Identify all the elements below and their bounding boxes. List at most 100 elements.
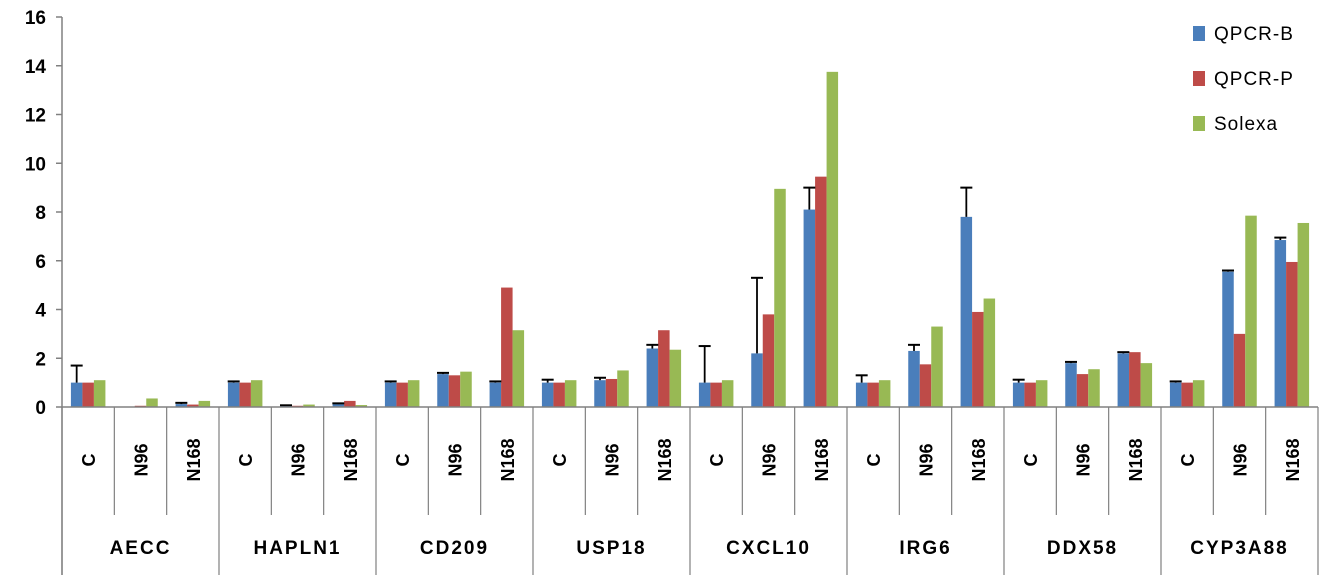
y-tick-label: 16 [25, 8, 46, 29]
bar-qpcr-p-aecc-n168 [187, 404, 199, 407]
bar-solexa-irg6-n168 [983, 298, 996, 407]
legend-label-qpcr-p: QPCR-P [1214, 69, 1294, 90]
y-tick-label: 14 [25, 57, 47, 78]
bar-solexa-cxcl10-c [721, 380, 734, 407]
bar-qpcr-b-ddx58-c [1012, 382, 1025, 407]
x-tick-label-ddx58-n96: N96 [1074, 443, 1094, 476]
x-tick-label-hapln1-n168: N168 [341, 438, 361, 481]
bar-qpcr-p-hapln1-c [239, 382, 251, 407]
x-tick-label-ddx58-c: C [1021, 454, 1041, 467]
legend: QPCR-B QPCR-P Solexa [1193, 24, 1294, 135]
bar-solexa-cd209-n168 [512, 330, 525, 407]
y-tick-label: 6 [35, 252, 46, 273]
bar-solexa-usp18-n168 [669, 349, 682, 407]
x-tick-label-irg6-n168: N168 [969, 438, 989, 481]
bar-qpcr-b-cxcl10-n168 [803, 209, 816, 407]
bar-solexa-usp18-n96 [617, 370, 629, 407]
legend-swatch-qpcr-p [1193, 71, 1205, 86]
bar-qpcr-b-usp18-n168 [646, 348, 659, 407]
bar-solexa-ddx58-n96 [1088, 369, 1100, 407]
y-axis: 0 2 4 6 8 10 12 14 16 [25, 8, 63, 575]
x-tick-label-cxcl10-n96: N96 [760, 443, 780, 476]
bar-qpcr-p-irg6-n96 [919, 364, 932, 407]
bar-solexa-hapln1-n96 [303, 404, 315, 407]
bar-qpcr-b-irg6-c [855, 382, 868, 407]
bar-qpcr-p-cyp3a88-c [1181, 382, 1193, 407]
x-tick-label-cxcl10-n168: N168 [812, 438, 832, 481]
bar-qpcr-p-cxcl10-n96 [762, 314, 775, 407]
bar-solexa-ddx58-n168 [1140, 363, 1153, 407]
bar-qpcr-p-ddx58-n96 [1076, 374, 1089, 407]
error-bars [70, 186, 1287, 407]
y-tick-label: 2 [35, 349, 46, 370]
bar-solexa-aecc-n96 [146, 398, 158, 407]
bar-qpcr-p-usp18-n96 [605, 378, 618, 407]
x-tick-label-aecc-n96: N96 [132, 443, 152, 476]
x-tick-label-ddx58-n168: N168 [1126, 438, 1146, 481]
legend-label-solexa: Solexa [1214, 114, 1278, 135]
bar-solexa-irg6-c [878, 380, 891, 407]
bar-solexa-hapln1-n168 [355, 405, 368, 407]
bar-solexa-cxcl10-n96 [774, 188, 786, 407]
bar-solexa-cyp3a88-n96 [1245, 215, 1257, 407]
bar-qpcr-b-aecc-n168 [175, 404, 188, 407]
bar-qpcr-p-hapln1-n168 [344, 400, 356, 407]
group-label-usp18: USP18 [576, 538, 646, 559]
bar-qpcr-b-ddx58-n168 [1117, 353, 1130, 407]
bar-solexa-usp18-c [564, 380, 577, 407]
bar-qpcr-p-cd209-c [396, 382, 408, 407]
x-tick-label-cyp3a88-n96: N96 [1231, 443, 1251, 476]
bar-qpcr-b-aecc-c [70, 382, 83, 407]
bar-solexa-aecc-n168 [198, 400, 211, 407]
x-tick-label-cyp3a88-c: C [1178, 454, 1198, 467]
x-tick-label-cd209-n168: N168 [498, 438, 518, 481]
bar-qpcr-b-cxcl10-c [698, 382, 711, 407]
group-label-cxcl10: CXCL10 [726, 538, 811, 559]
bar-solexa-ddx58-c [1035, 380, 1048, 407]
bar-solexa-hapln1-c [250, 380, 263, 407]
bar-qpcr-b-ddx58-n96 [1065, 363, 1077, 407]
group-label-hapln1: HAPLN1 [253, 538, 341, 559]
bar-qpcr-p-cxcl10-n168 [815, 176, 827, 407]
bar-qpcr-b-usp18-n96 [594, 380, 606, 407]
bar-qpcr-b-cyp3a88-c [1169, 382, 1182, 407]
legend-swatch-solexa [1193, 116, 1205, 131]
bars [70, 71, 1310, 407]
bar-solexa-aecc-c [93, 380, 106, 407]
bar-qpcr-p-usp18-n168 [658, 330, 670, 407]
y-tick-label: 8 [35, 203, 46, 224]
bar-qpcr-p-cxcl10-c [710, 382, 722, 407]
bar-qpcr-p-cd209-n96 [448, 375, 461, 407]
bar-qpcr-p-ddx58-n168 [1129, 352, 1141, 407]
bar-qpcr-p-irg6-n168 [972, 311, 984, 407]
bar-solexa-cyp3a88-c [1192, 380, 1205, 407]
x-tick-label-cxcl10-c: C [707, 454, 727, 467]
y-tick-label: 0 [35, 398, 46, 419]
bar-solexa-irg6-n96 [931, 326, 943, 407]
bar-qpcr-p-cyp3a88-n96 [1233, 333, 1246, 407]
bar-qpcr-p-cd209-n168 [501, 287, 513, 407]
bar-qpcr-b-cd209-n168 [489, 382, 502, 407]
bar-qpcr-b-hapln1-n168 [332, 404, 345, 407]
bar-qpcr-b-cd209-n96 [437, 374, 449, 407]
bar-qpcr-p-irg6-c [867, 382, 879, 407]
x-tick-label-usp18-n96: N96 [603, 443, 623, 476]
bar-qpcr-b-cyp3a88-n168 [1274, 240, 1287, 407]
bar-qpcr-p-aecc-c [82, 382, 94, 407]
bar-solexa-cd209-n96 [460, 371, 472, 407]
y-tick-label: 12 [25, 106, 46, 127]
group-label-cyp3a88: CYP3A88 [1190, 538, 1289, 559]
x-tick-label-hapln1-n96: N96 [289, 443, 309, 476]
bar-qpcr-p-cyp3a88-n168 [1286, 261, 1298, 407]
group-label-irg6: IRG6 [899, 538, 951, 559]
bar-qpcr-b-usp18-c [541, 382, 554, 407]
bar-qpcr-b-irg6-n96 [908, 350, 920, 407]
x-tick-label-aecc-n168: N168 [184, 438, 204, 481]
bar-qpcr-b-cd209-c [384, 382, 397, 407]
y-tick-label: 10 [25, 154, 46, 175]
x-axis: C N96 N168 C N96 N168 C N96 N168 C N96 N168 C N96 N168… [61, 406, 1319, 575]
x-tick-label-aecc-c: C [79, 454, 99, 467]
x-tick-label-hapln1-c: C [236, 454, 256, 467]
bar-qpcr-p-ddx58-c [1024, 382, 1036, 407]
